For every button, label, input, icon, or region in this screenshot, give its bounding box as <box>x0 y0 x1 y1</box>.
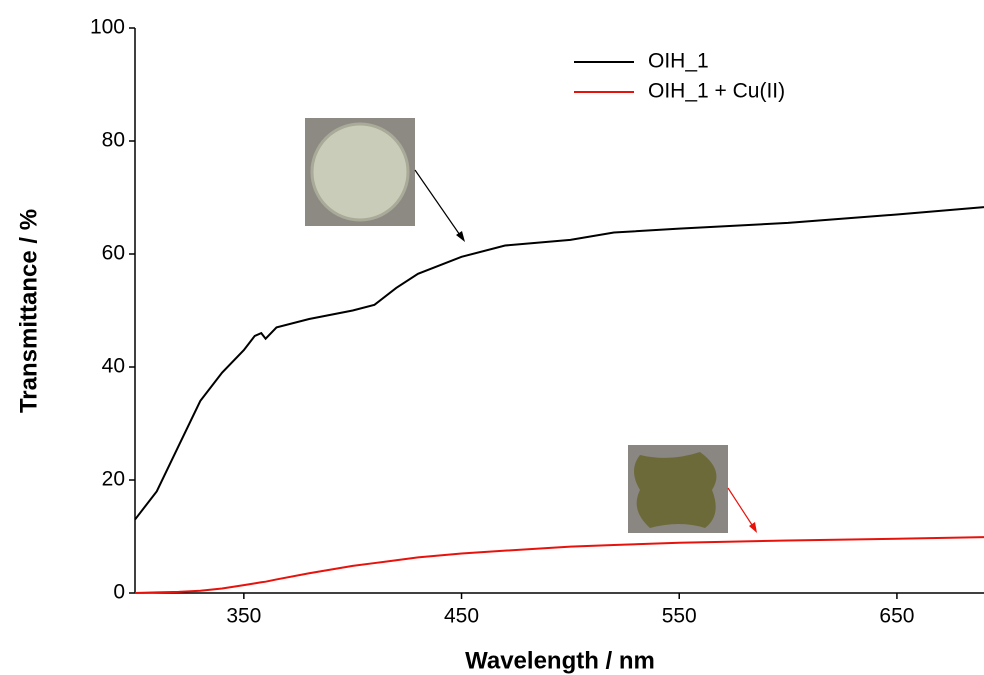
inset-photo-cu-film <box>628 445 757 533</box>
x-tick-label: 450 <box>444 605 479 628</box>
y-axis-title: Transmittance / % <box>15 209 42 413</box>
y-tick-label: 60 <box>102 242 125 265</box>
x-tick-label: 350 <box>226 605 261 628</box>
legend-label: OIH_1 + Cu(II) <box>648 80 785 103</box>
x-tick-label: 550 <box>662 605 697 628</box>
x-axis-title: Wavelength / nm <box>465 647 655 674</box>
x-tick-label: 650 <box>879 605 914 628</box>
series-line <box>134 206 984 521</box>
legend-label: OIH_1 <box>648 50 709 73</box>
inset-photo-film <box>305 118 465 242</box>
y-tick-label: 40 <box>102 355 125 378</box>
y-tick-label: 20 <box>102 468 125 491</box>
y-tick-label: 100 <box>90 16 125 39</box>
y-tick-label: 80 <box>102 129 125 152</box>
series-line <box>134 536 984 594</box>
y-tick-label: 0 <box>113 581 125 604</box>
